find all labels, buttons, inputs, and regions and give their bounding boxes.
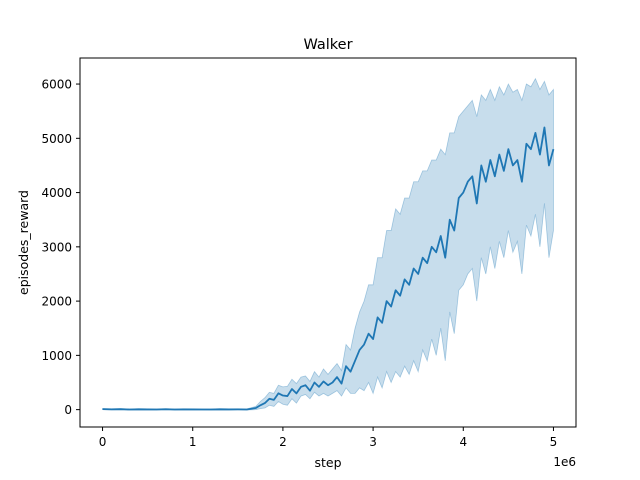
x-tick-label-4: 4 [459,435,467,449]
y-tick-label-1: 1000 [41,349,72,363]
x-axis-label: step [314,455,341,470]
y-axis-ticks: 0 1000 2000 3000 4000 5000 6000 [41,78,80,417]
y-tick-label-2: 2000 [41,295,72,309]
mean-line-layer [102,126,555,411]
y-tick-label-3: 3000 [41,240,72,254]
x-tick-label-0: 0 [99,435,107,449]
mean-line-series-0 [102,126,555,411]
y-tick-label-5: 5000 [41,132,72,146]
y-tick-label-4: 4000 [41,186,72,200]
y-tick-label-6: 6000 [41,78,72,92]
y-tick-label-0: 0 [64,403,72,417]
x-tick-label-2: 2 [279,435,287,449]
x-tick-label-1: 1 [189,435,197,449]
chart-title: Walker [303,37,352,53]
confidence-band-series-0 [102,77,554,411]
x-axis-ticks: 0 1 2 3 4 5 [99,427,558,449]
confidence-band-layer [102,77,554,411]
y-axis-label: episodes_reward [16,190,31,295]
x-axis-offset-label: 1e6 [553,455,576,469]
x-tick-label-5: 5 [550,435,558,449]
axes-frame [79,57,577,428]
x-tick-label-3: 3 [369,435,377,449]
